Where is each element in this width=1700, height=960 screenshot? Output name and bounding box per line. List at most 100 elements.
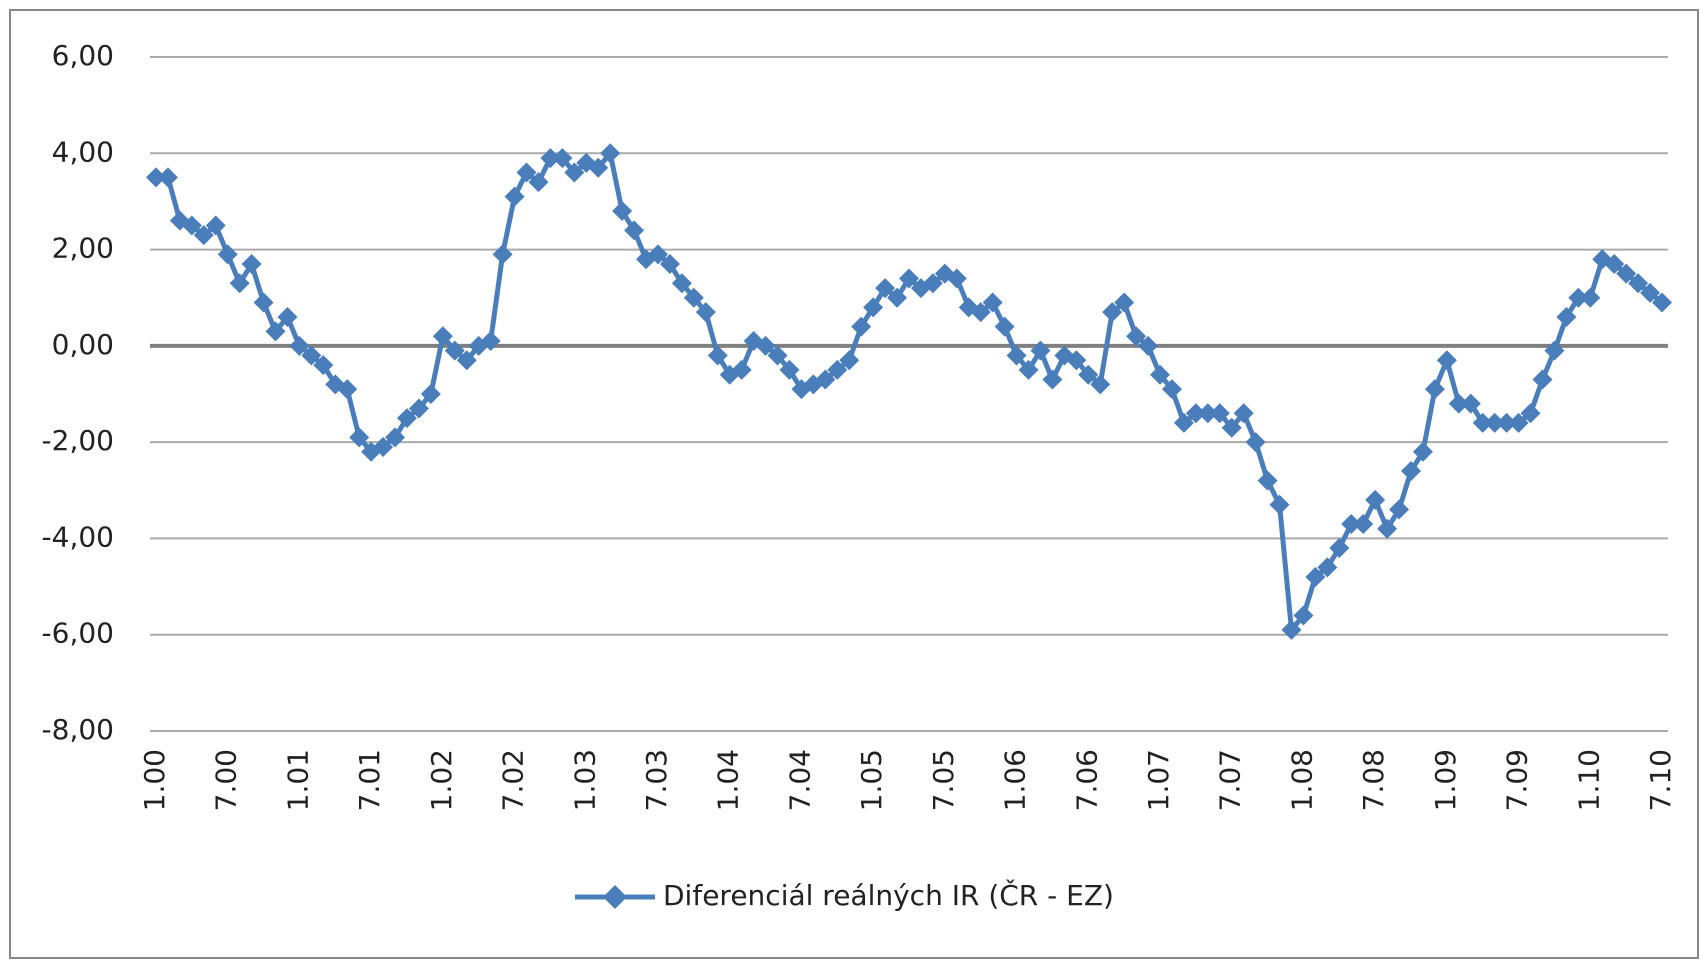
point-marker	[1436, 350, 1457, 371]
y-tick-label: -2,00	[42, 424, 114, 457]
x-tick-label: 1.03	[568, 749, 601, 811]
point-marker	[875, 278, 896, 299]
point-marker	[1233, 403, 1254, 424]
point-marker	[1520, 403, 1541, 424]
point-marker	[1114, 292, 1135, 313]
point-marker	[1042, 369, 1063, 390]
point-marker	[707, 345, 728, 366]
point-marker	[1030, 340, 1051, 361]
y-tick-label: 6,00	[52, 39, 114, 72]
point-marker	[970, 302, 991, 323]
point-marker	[946, 268, 967, 289]
point-marker	[1209, 403, 1230, 424]
point-marker	[217, 244, 238, 265]
point-marker	[779, 359, 800, 380]
point-marker	[265, 321, 286, 342]
point-marker	[229, 273, 250, 294]
point-marker	[863, 297, 884, 318]
point-marker	[659, 254, 680, 275]
point-marker	[1066, 350, 1087, 371]
x-tick-label: 7.02	[497, 749, 530, 811]
x-tick-label: 7.09	[1501, 749, 1534, 811]
point-marker	[1161, 379, 1182, 400]
point-marker	[1472, 412, 1493, 433]
point-marker	[456, 350, 477, 371]
point-marker	[1401, 461, 1422, 482]
point-marker	[504, 186, 525, 207]
point-marker	[1293, 605, 1314, 626]
point-marker	[1424, 379, 1445, 400]
point-marker	[600, 143, 621, 164]
point-marker	[1652, 292, 1673, 313]
point-marker	[432, 326, 453, 347]
point-marker	[408, 398, 429, 419]
point-marker	[1281, 619, 1302, 640]
point-marker	[1329, 538, 1350, 559]
point-marker	[624, 220, 645, 241]
x-tick-label: 7.05	[927, 749, 960, 811]
point-marker	[181, 215, 202, 236]
legend-label: Diferenciál reálných IR (ČR - EZ)	[663, 878, 1114, 912]
x-tick-label: 7.10	[1644, 749, 1677, 811]
point-marker	[337, 379, 358, 400]
point-marker	[1305, 566, 1326, 587]
point-marker	[1496, 412, 1517, 433]
point-marker	[1317, 557, 1338, 578]
x-tick-label: 1.05	[855, 749, 888, 811]
point-marker	[1628, 273, 1649, 294]
point-marker	[1532, 369, 1553, 390]
x-tick-label: 7.00	[210, 749, 243, 811]
point-marker	[313, 355, 334, 376]
x-tick-label: 1.00	[138, 749, 171, 811]
x-tick-label: 1.08	[1285, 749, 1318, 811]
point-marker	[1616, 263, 1637, 284]
point-marker	[1460, 393, 1481, 414]
point-marker	[839, 350, 860, 371]
point-marker	[373, 436, 394, 457]
point-marker	[1365, 489, 1386, 510]
x-tick-label: 1.10	[1572, 749, 1605, 811]
point-marker	[289, 335, 310, 356]
x-tick-label: 7.04	[783, 749, 816, 811]
x-tick-label: 1.09	[1429, 749, 1462, 811]
point-marker	[922, 273, 943, 294]
point-marker	[1389, 499, 1410, 520]
point-marker	[1377, 518, 1398, 539]
point-marker	[241, 254, 262, 275]
point-marker	[899, 268, 919, 289]
point-marker	[444, 340, 465, 361]
point-marker	[671, 273, 692, 294]
point-marker	[851, 316, 872, 337]
x-tick-label: 1.02	[425, 749, 458, 811]
point-marker	[1508, 412, 1529, 433]
point-marker	[1353, 513, 1374, 534]
point-marker	[1185, 403, 1206, 424]
y-tick-label: 2,00	[52, 232, 114, 265]
point-marker	[1150, 364, 1171, 385]
point-marker	[1568, 287, 1589, 308]
point-marker	[1221, 417, 1242, 438]
y-tick-label: -4,00	[42, 520, 114, 553]
point-marker	[1448, 393, 1469, 414]
point-marker	[1257, 470, 1278, 491]
point-marker	[1580, 287, 1601, 308]
point-marker	[1269, 494, 1290, 515]
point-marker	[683, 287, 704, 308]
point-marker	[827, 359, 848, 380]
point-marker	[1341, 513, 1362, 534]
x-tick-label: 1.04	[712, 749, 745, 811]
point-marker	[647, 244, 668, 265]
point-marker	[528, 172, 549, 193]
y-tick-label: 4,00	[52, 135, 114, 168]
x-tick-label: 7.07	[1214, 749, 1247, 811]
point-marker	[1018, 359, 1039, 380]
legend-marker	[603, 885, 627, 909]
point-marker	[480, 331, 501, 352]
point-marker	[612, 201, 633, 222]
point-marker	[396, 408, 417, 429]
point-marker	[994, 316, 1015, 337]
point-marker	[253, 292, 274, 313]
x-tick-label: 1.07	[1142, 749, 1175, 811]
